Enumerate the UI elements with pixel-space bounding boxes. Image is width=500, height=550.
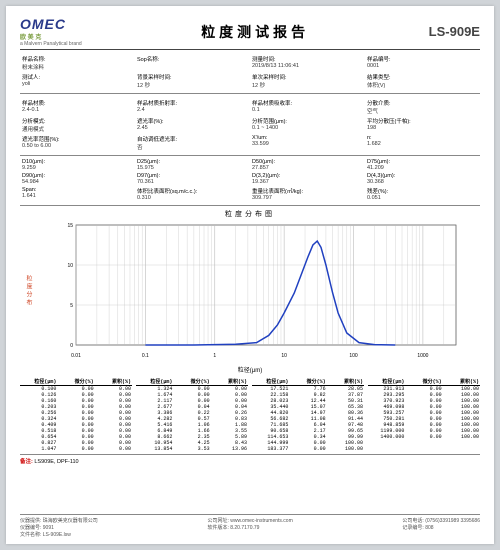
svg-text:1000: 1000 <box>417 353 428 359</box>
chart-ylabel: 粒度分布 <box>24 275 33 307</box>
meta-block-2: 样品材质:2.4-0.1样品材质折射率:2.4样品材质吸收率:0.1分散介质:空… <box>20 98 480 156</box>
meta-cell: 测试人:yoli <box>20 72 135 90</box>
logo: OMEC 欧 美 克 a Malvern Panalytical brand <box>20 16 82 47</box>
footer-item: 公司网址: www.omec-instruments.com <box>207 517 292 524</box>
meta-cell: 残差(%):0.051 <box>365 186 480 202</box>
meta-cell: X'/um:33.599 <box>250 134 365 152</box>
meta-cell: 单次采样时间:12 秒 <box>250 72 365 90</box>
chart-xlabel: 粒径(μm) <box>20 365 480 374</box>
meta-cell: Span:1.641 <box>20 186 135 202</box>
chart-title: 粒度分布图 <box>20 209 480 219</box>
footer-item: 仪器提供: 珠海欧美克仪器有限公司 <box>20 517 98 524</box>
table-column: 粒径(μm)微分(%)累积(%)231.9130.00100.00293.295… <box>368 378 480 452</box>
svg-text:0.01: 0.01 <box>71 353 81 359</box>
meta-cell: D90(μm):54.984 <box>20 172 135 186</box>
table-row: 183.3770.00100.00 <box>252 446 364 452</box>
svg-text:0.1: 0.1 <box>142 353 149 359</box>
meta-cell: 样品材质:2.4-0.1 <box>20 98 135 116</box>
svg-text:10: 10 <box>281 353 287 359</box>
footer: 仪器提供: 珠海欧美克仪器有限公司仪器编号: 9091文件名称: LS-909E… <box>20 514 480 538</box>
footer-item: 记录编号: 808 <box>402 524 480 531</box>
footer-item: 仪器编号: 9091 <box>20 524 98 531</box>
table-column: 粒径(μm)微分(%)累积(%)0.1000.000.000.1260.000.… <box>20 378 132 452</box>
stats-block: D10(μm):9.259D25(μm):15.975D50(μm):27.85… <box>20 158 480 206</box>
report-page: OMEC 欧 美 克 a Malvern Panalytical brand 粒… <box>6 6 494 544</box>
meta-block-1: 样品名称:粉末涂料Sop名称:测量时间:2019/8/13 11:06:41样品… <box>20 54 480 94</box>
meta-cell: 样品名称:粉末涂料 <box>20 54 135 72</box>
logo-sub1: 欧 美 克 <box>20 32 82 41</box>
meta-cell: 样品材质折射率:2.4 <box>135 98 250 116</box>
data-table: 粒径(μm)微分(%)累积(%)0.1000.000.000.1260.000.… <box>20 378 480 455</box>
meta-cell: 遮光率范围(%):0.50 to 6.00 <box>20 134 135 152</box>
meta-cell: D97(μm):70.361 <box>135 172 250 186</box>
meta-cell: 背景采样时间:12 秒 <box>135 72 250 90</box>
meta-cell: 体积比表面积(sq.m/c.c.):0.310 <box>135 186 250 202</box>
footer-item: 文件名称: LS-909E.lsw <box>20 531 98 538</box>
svg-text:15: 15 <box>67 223 73 229</box>
meta-cell: D75(μm):41.209 <box>365 158 480 172</box>
svg-text:100: 100 <box>349 353 358 359</box>
logo-main: OMEC <box>20 16 82 32</box>
report-title: 粒度测试报告 <box>201 22 309 42</box>
table-row: 13.8543.5313.96 <box>136 446 248 452</box>
meta-cell: 样品编号:0001 <box>365 54 480 72</box>
meta-cell: D25(μm):15.975 <box>135 158 250 172</box>
meta-cell: D50(μm):27.857 <box>250 158 365 172</box>
meta-cell: 自动调低遮光率:否 <box>135 134 250 152</box>
footer-item: 软件版本: 8.20.7170.79 <box>207 524 292 531</box>
remark-text: LS909E, DPF-110 <box>34 459 78 465</box>
logo-sub2: a Malvern Panalytical brand <box>20 41 82 47</box>
footer-right: 公司电话: (0756)3391989 3395686记录编号: 808 <box>402 517 480 538</box>
meta-cell: n:1.682 <box>365 134 480 152</box>
svg-text:5: 5 <box>70 303 73 309</box>
meta-cell: 样品材质吸收率:0.1 <box>250 98 365 116</box>
table-column: 粒径(μm)微分(%)累积(%)1.3240.000.001.6740.000.… <box>136 378 248 452</box>
footer-item: 公司电话: (0756)3391989 3395686 <box>402 517 480 524</box>
svg-text:1: 1 <box>213 353 216 359</box>
svg-text:10: 10 <box>67 263 73 269</box>
table-column: 粒径(μm)微分(%)累积(%)17.5217.7628.0522.1589.8… <box>252 378 364 452</box>
table-row: 1400.0000.00100.00 <box>368 434 480 440</box>
remark-label: 备注: <box>20 459 33 465</box>
meta-cell: 分散介质:空气 <box>365 98 480 116</box>
chart: 粒度分布 0.010.11101001000051015 <box>54 221 462 361</box>
footer-left: 仪器提供: 珠海欧美克仪器有限公司仪器编号: 9091文件名称: LS-909E… <box>20 517 98 538</box>
meta-cell: 平均分散压(千帕):198 <box>365 116 480 134</box>
header: OMEC 欧 美 克 a Malvern Panalytical brand 粒… <box>20 16 480 50</box>
svg-text:0: 0 <box>70 343 73 349</box>
meta-cell: 测量时间:2019/8/13 11:06:41 <box>250 54 365 72</box>
footer-mid: 公司网址: www.omec-instruments.com软件版本: 8.20… <box>207 517 292 538</box>
meta-cell: 结果类型:体积(V) <box>365 72 480 90</box>
meta-cell: D10(μm):9.259 <box>20 158 135 172</box>
meta-cell: 遮光率(%):2.45 <box>135 116 250 134</box>
meta-cell: 分析范围(μm):0.1 ~ 1400 <box>250 116 365 134</box>
model-number: LS-909E <box>429 24 480 39</box>
meta-cell: 分析模式:通用模式 <box>20 116 135 134</box>
meta-cell: D(4,3)(μm):30.368 <box>365 172 480 186</box>
meta-cell: D(3,2)(μm):19.367 <box>250 172 365 186</box>
meta-cell: Sop名称: <box>135 54 250 72</box>
table-row: 1.0470.000.00 <box>20 446 132 452</box>
chart-svg: 0.01 0.1 1 10 100 1000 0 5 10 15 <box>54 221 462 361</box>
meta-cell: 重量比表面积(㎡/kg):309.797 <box>250 186 365 202</box>
remark: 备注: LS909E, DPF-110 <box>20 457 480 465</box>
